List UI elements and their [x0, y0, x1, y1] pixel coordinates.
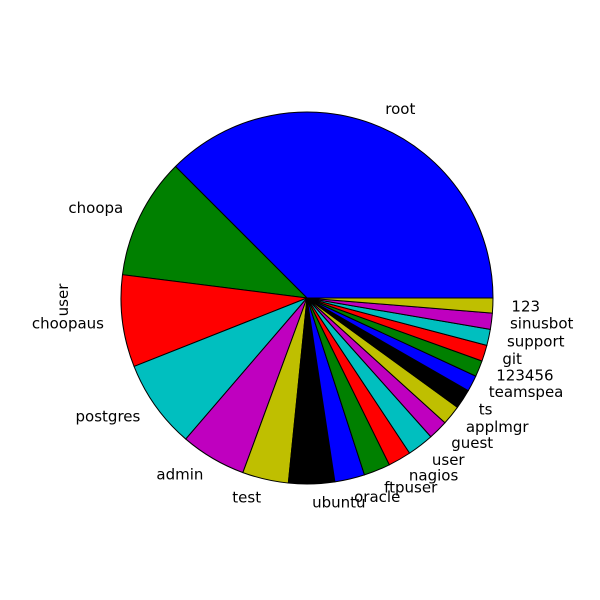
pie-slices — [120, 111, 494, 485]
slice-label-choopa: choopa — [68, 199, 123, 217]
slice-label-guest: guest — [451, 434, 493, 452]
y-axis-label: user — [54, 283, 72, 317]
slice-label-test: test — [232, 488, 261, 506]
pie-slice-123 — [306, 297, 494, 314]
slice-label-user: user — [432, 451, 466, 469]
pie-slice-choopa — [121, 165, 308, 299]
pie-slice-choopaus — [120, 274, 308, 367]
slice-label-ftpuser: ftpuser — [384, 479, 438, 497]
pie-labels: root choopa choopaus postgres admin test ubunt… — [32, 100, 574, 512]
slice-label-nagios: nagios — [409, 466, 459, 484]
slice-label-postgres: postgres — [76, 408, 141, 426]
slice-label-support: support — [507, 332, 565, 350]
pie-slice-root — [174, 111, 494, 299]
slice-label-applmgr: applmgr — [466, 418, 530, 436]
slice-label-root: root — [385, 100, 415, 118]
slice-label-admin: admin — [156, 465, 203, 483]
slice-label-choopaus: choopaus — [32, 315, 104, 333]
slice-label-123: 123 — [511, 297, 540, 315]
slice-label-sinusbot: sinusbot — [510, 315, 574, 333]
slice-label-ubuntu: ubuntu — [312, 494, 365, 512]
slice-label-teamspea: teamspea — [489, 383, 564, 401]
slice-label-oracle: oracle — [354, 488, 400, 506]
slice-label-ts: ts — [479, 400, 493, 418]
slice-label-git: git — [502, 350, 522, 368]
slice-label-123456: 123456 — [496, 367, 553, 385]
